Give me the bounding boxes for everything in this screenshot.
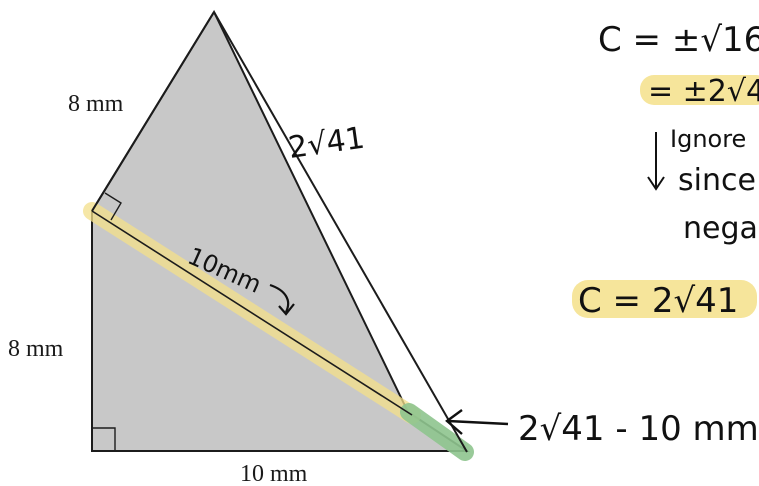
right-angle-marker-top (104, 192, 122, 221)
ignore-down-arrow-head (647, 176, 665, 191)
composite-shape (91, 9, 471, 452)
final-answer-highlight (572, 280, 757, 318)
diagonal-line (91, 210, 413, 416)
diagonal-arrow (269, 283, 290, 313)
ignore-text-3: nega (683, 211, 758, 246)
annotation-arrow-head (445, 409, 463, 435)
diagonal-arrow-head (278, 303, 295, 316)
annotation-text: 2√41 - 10 mm (518, 409, 759, 449)
extension-highlight (400, 403, 474, 461)
note-line-2-highlight (640, 75, 759, 105)
slant-side-label: 2√41 (286, 121, 367, 166)
right-angle-marker-bottom (92, 427, 116, 451)
ignore-text-2: since (678, 163, 756, 198)
ignore-text-1: Ignore (670, 125, 746, 153)
slant-side-line (213, 11, 468, 453)
final-answer: C = 2√41 (578, 281, 738, 321)
top-left-side-line (91, 11, 215, 212)
note-line-1: C = ±√16 (598, 20, 759, 60)
top-left-side-label: 8 mm (68, 91, 124, 117)
bottom-side-label: 10 mm (240, 461, 308, 486)
left-side-label: 8 mm (8, 336, 64, 362)
annotation-arrow-line (447, 419, 509, 426)
note-line-2: = ±2√4 (648, 74, 759, 109)
